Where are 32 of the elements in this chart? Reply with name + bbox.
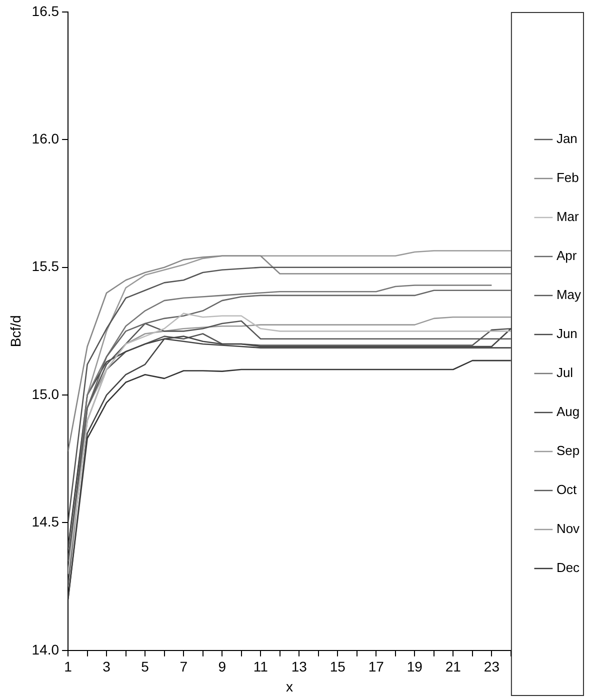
x-tick-label: 23 <box>484 658 500 675</box>
y-tick-label: 14.5 <box>32 514 60 530</box>
x-tick-label: 11 <box>253 658 268 675</box>
x-tick-label: 17 <box>368 658 384 675</box>
legend-label: Oct <box>556 482 578 498</box>
y-axis-title: Bcf/d <box>7 315 24 348</box>
x-tick-label: 13 <box>291 658 308 675</box>
legend-label: Dec <box>556 560 580 576</box>
legend-label: Mar <box>556 209 580 224</box>
y-tick-label: 15.5 <box>32 258 60 274</box>
y-tick-label: 15.0 <box>32 386 60 402</box>
x-tick-label: 1 <box>64 658 72 675</box>
legend-label: Nov <box>556 521 580 536</box>
y-tick-label: 16.5 <box>32 2 60 19</box>
x-tick-label: 9 <box>218 658 226 675</box>
x-tick-label: 21 <box>445 658 462 675</box>
x-tick-label: 3 <box>102 658 111 675</box>
x-tick-label: 5 <box>141 658 150 675</box>
legend-label: Jul <box>556 365 574 380</box>
legend-label: May <box>556 287 582 302</box>
legend-label: Jan <box>556 131 578 146</box>
legend-label: Feb <box>556 170 579 186</box>
legend-label: Sep <box>556 443 580 458</box>
x-tick-label: 15 <box>330 658 346 675</box>
x-tick-label: 19 <box>406 658 423 675</box>
legend-label: Apr <box>556 248 578 264</box>
legend-label: Jun <box>556 326 578 342</box>
y-tick-label: 14.0 <box>32 641 60 658</box>
x-axis-title: x <box>286 678 293 694</box>
y-tick-label: 16.0 <box>32 130 60 147</box>
x-tick-label: 7 <box>180 658 188 675</box>
legend-label: Aug <box>556 404 580 420</box>
